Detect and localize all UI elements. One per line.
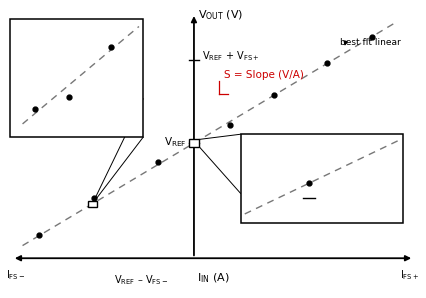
Text: V$_\mathregular{REF}$: V$_\mathregular{REF}$ <box>164 135 186 148</box>
Text: I$_\mathregular{FS+}$: I$_\mathregular{FS+}$ <box>400 268 420 283</box>
Text: I$_\mathregular{IN}$ (A): I$_\mathregular{IN}$ (A) <box>197 271 229 285</box>
Bar <box>88 201 97 207</box>
Text: V$_\mathregular{OUT}$ (V): V$_\mathregular{OUT}$ (V) <box>198 9 244 22</box>
Bar <box>241 134 403 223</box>
Bar <box>10 19 143 137</box>
Text: best fit linear: best fit linear <box>340 38 401 47</box>
Bar <box>189 139 199 147</box>
Text: V$_\mathregular{OE}$: V$_\mathregular{OE}$ <box>337 184 359 197</box>
Text: V$_\mathregular{REF}$: V$_\mathregular{REF}$ <box>317 199 337 212</box>
Text: V$_\mathregular{REF}$ – V$_\mathregular{FS-}$: V$_\mathregular{REF}$ – V$_\mathregular{… <box>114 273 168 287</box>
Text: I$_\mathregular{FS-}$: I$_\mathregular{FS-}$ <box>6 268 26 283</box>
Text: V$_\mathregular{NL}$: V$_\mathregular{NL}$ <box>33 78 55 92</box>
Text: V$_\mathregular{OUT, 0 A}$: V$_\mathregular{OUT, 0 A}$ <box>249 168 282 180</box>
Text: V$_\mathregular{REF}$ + V$_\mathregular{FS+}$: V$_\mathregular{REF}$ + V$_\mathregular{… <box>202 49 260 63</box>
Text: S = Slope (V/A): S = Slope (V/A) <box>224 70 303 80</box>
